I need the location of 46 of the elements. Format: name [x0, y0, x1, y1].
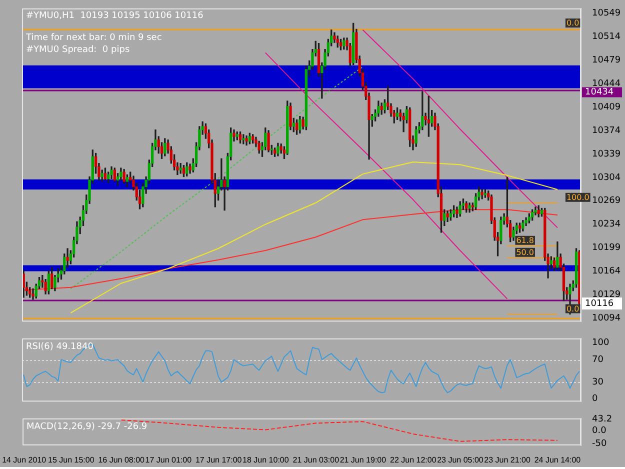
chart-title: #YMU0,H1 10193 10195 10106 10116: [26, 11, 204, 22]
y-tick-label: 0.0: [592, 426, 607, 436]
annotation: 0.0: [566, 304, 580, 314]
y-tick-label: 10199: [592, 243, 621, 254]
y-tick-label: 10409: [592, 102, 621, 112]
y-tick-label: 10479: [592, 55, 621, 66]
y-tick-label: -50: [592, 439, 607, 450]
y-tick-label: 100: [592, 338, 610, 348]
annotation: 50.0: [516, 248, 534, 257]
y-tick-label: 30: [592, 377, 604, 388]
annotation: #YMU0 Spread: 0 pips: [26, 45, 130, 56]
ref-line-label: 10434: [585, 88, 614, 98]
annotation: 100.0: [566, 192, 590, 202]
y-tick-label: 10549: [592, 8, 621, 18]
y-tick-label: 43.2: [592, 414, 612, 424]
line-series: [120, 419, 558, 442]
text: MACD(12,26,9) -29.7 -26.9: [26, 422, 148, 432]
x-tick-label: 23 Jun 21:00: [484, 455, 531, 464]
x-tick-label: 21 Jun 03:00: [292, 455, 340, 464]
y-tick-label: 70: [592, 354, 604, 365]
x-tick-label: 24 Jun 14:00: [534, 455, 582, 464]
annotation: 61.8: [516, 236, 534, 245]
y-tick-label: 10514: [592, 32, 621, 42]
y-tick-label: 10129: [592, 290, 621, 300]
y-tick-label: 10374: [592, 126, 621, 136]
y-tick-label: 10339: [592, 149, 621, 160]
y-tick-label: 10269: [592, 196, 621, 206]
x-tick-label: 22 Jun 12:00: [390, 455, 437, 464]
y-tick-label: 10164: [592, 266, 621, 277]
text: 10116: [585, 298, 614, 309]
y-tick-label: 10094: [592, 314, 621, 324]
y-tick-label: 10444: [592, 78, 621, 89]
x-tick-label: 15 Jun 15:00: [48, 455, 95, 464]
x-tick-label: 17 Jun 01:00: [145, 455, 192, 464]
y-tick-label: 0: [592, 394, 598, 404]
text: Time for next bar: 0 min 9 sec: [25, 33, 162, 44]
x-tick-label: 16 Jun 08:00: [98, 455, 146, 464]
x-tick-label: 18 Jun 10:00: [242, 455, 290, 464]
x-tick-label: 21 Jun 19:00: [340, 455, 387, 464]
x-tick-label: 17 Jun 17:00: [195, 455, 242, 464]
y-tick-label: 10234: [592, 220, 621, 230]
annotation: 0.0: [566, 18, 580, 28]
line-series: [70, 66, 364, 290]
x-tick-label: 23 Jun 05:00: [437, 455, 484, 464]
y-tick-label: 10304: [592, 172, 621, 183]
x-tick-label: 14 Jun 2010: [2, 455, 47, 464]
